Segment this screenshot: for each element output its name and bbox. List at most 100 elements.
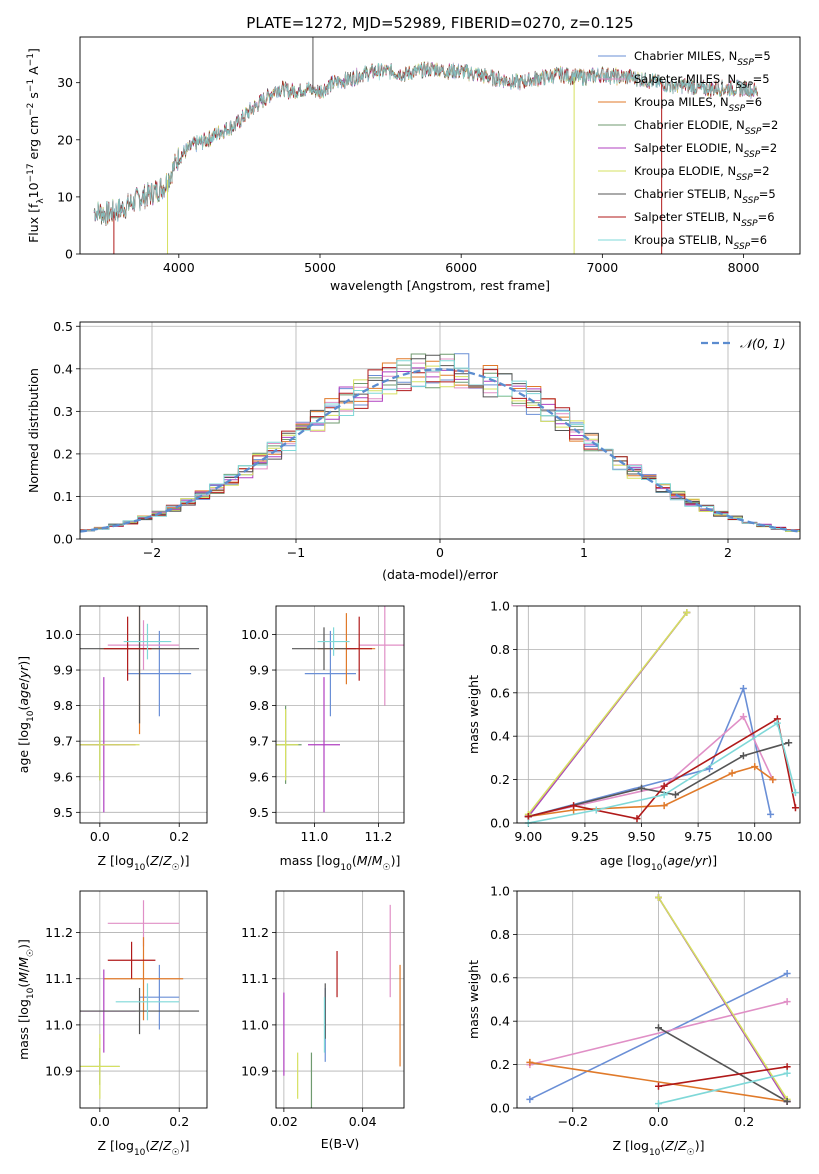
x-tick-label: 0.0 bbox=[649, 1114, 669, 1129]
axes-frame bbox=[79, 36, 801, 255]
y-axis-label: Normed distribution bbox=[26, 368, 41, 493]
y-tick-label: 0.6 bbox=[490, 970, 510, 985]
weight-marker bbox=[791, 804, 799, 812]
y-tick-label: 0.3 bbox=[53, 404, 73, 419]
y-tick-label: 0.4 bbox=[490, 729, 510, 744]
y-tick-label: 9.7 bbox=[53, 734, 73, 749]
x-tick-label: 0.2 bbox=[734, 1114, 754, 1129]
x-tick-label: 0.2 bbox=[169, 1114, 189, 1129]
y-tick-label: 9.9 bbox=[249, 663, 269, 678]
axes-mass_vs_EBV: 0.02 0.04 10.9 11.0 11.1 11.2 E(B-V) bbox=[241, 890, 405, 1151]
x-tick-label: 4000 bbox=[163, 260, 195, 275]
x-axis-label: (data-model)/error bbox=[382, 567, 499, 582]
weight-line bbox=[528, 715, 774, 818]
x-tick-label: 2 bbox=[724, 545, 732, 560]
y-axis-label: age [log10(age/yr)] bbox=[16, 656, 36, 773]
weight-marker bbox=[769, 776, 777, 784]
weight-line bbox=[528, 765, 774, 818]
y-tick-label: 0.8 bbox=[490, 927, 510, 942]
weight-marker bbox=[739, 752, 747, 760]
axes-mass_vs_Z: 0.0 0.2 10.9 11.0 11.1 11.2 Z [log10(Z/Z☉)] mas… bbox=[16, 890, 208, 1158]
histogram-series bbox=[80, 360, 800, 532]
axes-frame bbox=[79, 321, 801, 540]
x-tick-label: 9.75 bbox=[684, 829, 712, 844]
legend-label: Chabrier MILES, NSSP=5 bbox=[634, 49, 771, 68]
y-tick-label: 9.5 bbox=[249, 805, 269, 820]
weight-marker bbox=[773, 719, 781, 727]
plot-area-mass_vs_EBV bbox=[283, 904, 401, 1108]
x-tick-label: 0.02 bbox=[270, 1114, 298, 1129]
weight-line bbox=[529, 1000, 788, 1066]
plot-area-age_vs_Z bbox=[80, 606, 200, 813]
x-tick-label: 8000 bbox=[728, 260, 760, 275]
y-tick-label: 10.9 bbox=[45, 1064, 73, 1079]
x-axis-label: Z [log10(Z/Z☉)] bbox=[97, 1138, 189, 1158]
x-axis-label: Z [log10(Z/Z☉)] bbox=[612, 1138, 704, 1158]
plot-area-weight_vs_Z bbox=[529, 897, 788, 1105]
weight-line bbox=[527, 612, 688, 815]
axes-spectrum: 4000 5000 6000 7000 8000 0 10 20 30 wavelength [A… bbox=[26, 36, 801, 293]
axes-weight_vs_Z: −0.2 0.0 0.2 0.0 0.2 0.4 0.6 0.8 1.0 Z [log10(Z/Z… bbox=[466, 884, 801, 1158]
plot-area-residuals bbox=[80, 353, 800, 533]
weight-marker bbox=[638, 784, 646, 792]
y-tick-label: 10.9 bbox=[241, 1064, 269, 1079]
spectrum-legend: Chabrier MILES, NSSP=5 Salpeter MILES, NS… bbox=[598, 49, 778, 252]
y-axis-label: mass weight bbox=[466, 675, 481, 754]
y-tick-label: 30 bbox=[57, 75, 73, 90]
axes-frame bbox=[275, 605, 405, 824]
y-tick-label: 11.0 bbox=[45, 1017, 73, 1032]
y-axis-label: mass [log10(M/M☉)] bbox=[16, 939, 36, 1060]
y-tick-label: 9.7 bbox=[249, 734, 269, 749]
x-tick-label: 0.2 bbox=[169, 829, 189, 844]
x-tick-label: 9.00 bbox=[514, 829, 542, 844]
legend-label: Chabrier ELODIE, NSSP=2 bbox=[634, 118, 778, 137]
legend-label: Chabrier STELIB, NSSP=5 bbox=[634, 187, 776, 206]
weight-marker bbox=[655, 894, 662, 902]
y-tick-label: 0.2 bbox=[490, 1057, 510, 1072]
y-tick-label: 0.1 bbox=[53, 489, 73, 504]
y-tick-label: 9.5 bbox=[53, 805, 73, 820]
weight-marker bbox=[683, 609, 691, 617]
y-tick-label: 10 bbox=[57, 189, 73, 204]
weight-line bbox=[657, 897, 788, 1100]
y-tick-label: 0.4 bbox=[490, 1014, 510, 1029]
legend-label: Salpeter ELODIE, NSSP=2 bbox=[634, 141, 777, 160]
x-tick-label: 5000 bbox=[304, 260, 336, 275]
y-tick-label: 0.6 bbox=[490, 685, 510, 700]
y-tick-label: 10.0 bbox=[241, 627, 269, 642]
weight-marker bbox=[655, 1100, 662, 1108]
x-axis-label: mass [log10(M/M☉)] bbox=[280, 853, 401, 873]
legend-label: Kroupa MILES, NSSP=6 bbox=[634, 95, 762, 114]
x-tick-label: 10.00 bbox=[737, 829, 773, 844]
y-tick-label: 1.0 bbox=[490, 884, 510, 899]
weight-marker bbox=[660, 791, 668, 799]
x-tick-label: 9.50 bbox=[628, 829, 656, 844]
x-tick-label: 6000 bbox=[445, 260, 477, 275]
weight-marker bbox=[783, 1097, 791, 1105]
y-tick-label: 9.8 bbox=[249, 698, 269, 713]
weight-marker bbox=[783, 1063, 791, 1071]
weight-marker bbox=[705, 765, 713, 773]
y-tick-label: 9.9 bbox=[53, 663, 73, 678]
weight-line bbox=[658, 1066, 788, 1088]
histogram-series bbox=[80, 365, 800, 532]
y-tick-label: 9.8 bbox=[53, 698, 73, 713]
axes-frame bbox=[79, 605, 208, 824]
weight-line bbox=[529, 1061, 788, 1103]
x-tick-label: 0.0 bbox=[90, 1114, 110, 1129]
plot-area-weight_vs_age bbox=[527, 612, 797, 823]
x-tick-label: 1 bbox=[580, 545, 588, 560]
plot-area-mass_vs_Z bbox=[80, 900, 200, 1099]
x-tick-label: 11.2 bbox=[364, 829, 392, 844]
axes-age_vs_Z: 0.0 0.2 9.5 9.6 9.7 9.8 9.9 10.0 Z [log10(Z/Z☉)]… bbox=[16, 605, 208, 873]
y-tick-label: 11.2 bbox=[45, 925, 73, 940]
weight-marker bbox=[526, 1095, 534, 1103]
x-axis-label: age [log10(age/yr)] bbox=[600, 853, 717, 873]
weight-marker bbox=[767, 810, 775, 818]
legend-label: Kroupa STELIB, NSSP=6 bbox=[634, 233, 767, 252]
y-tick-label: 9.6 bbox=[53, 769, 73, 784]
weight-marker bbox=[751, 763, 759, 771]
y-tick-label: 11.0 bbox=[241, 1017, 269, 1032]
